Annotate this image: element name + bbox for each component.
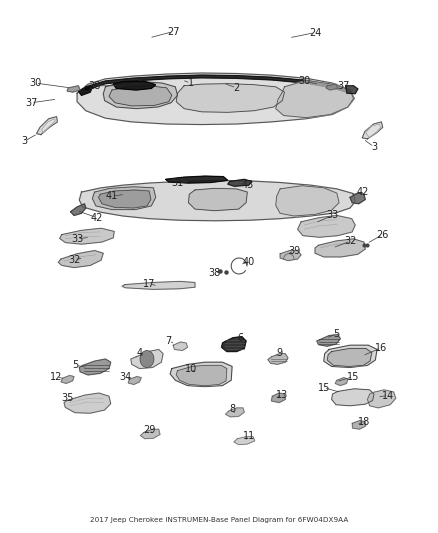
Polygon shape [79,180,355,221]
Polygon shape [280,251,301,261]
Text: 28: 28 [88,81,101,91]
Polygon shape [92,187,155,209]
Polygon shape [176,366,227,385]
Text: 29: 29 [143,425,155,435]
Polygon shape [78,87,92,95]
Text: 12: 12 [50,372,63,382]
Text: 43: 43 [241,180,254,190]
Polygon shape [128,376,141,384]
Text: 40: 40 [243,257,255,267]
Polygon shape [268,354,288,365]
Text: 6: 6 [237,333,243,343]
Text: 9: 9 [276,348,283,358]
Polygon shape [315,239,365,257]
Text: 30: 30 [298,77,310,86]
Polygon shape [131,350,163,368]
Polygon shape [67,86,80,92]
Polygon shape [324,345,377,368]
Polygon shape [77,73,354,125]
Text: 2017 Jeep Cherokee INSTRUMEN-Base Panel Diagram for 6FW04DX9AA: 2017 Jeep Cherokee INSTRUMEN-Base Panel … [90,516,348,523]
Polygon shape [173,342,187,351]
Polygon shape [64,393,111,413]
Text: 7: 7 [166,336,172,346]
Text: 34: 34 [119,372,131,382]
Polygon shape [226,408,244,417]
Text: 2: 2 [233,83,240,93]
Polygon shape [109,86,172,106]
Text: 27: 27 [167,27,180,37]
Polygon shape [332,389,374,406]
Text: 1: 1 [187,78,194,88]
Polygon shape [79,359,111,375]
Text: 13: 13 [276,390,289,400]
Text: 15: 15 [347,372,360,382]
Polygon shape [170,362,232,386]
Polygon shape [141,429,160,439]
Polygon shape [276,80,353,118]
Polygon shape [99,190,151,208]
Text: 16: 16 [375,343,388,353]
Polygon shape [346,86,358,94]
Text: 18: 18 [358,417,370,427]
Text: 41: 41 [106,191,118,201]
Polygon shape [103,82,177,109]
Polygon shape [367,390,396,408]
Polygon shape [61,375,74,383]
Text: 33: 33 [326,211,339,221]
Text: 30: 30 [29,78,42,88]
Text: 14: 14 [382,391,395,401]
Text: 24: 24 [309,28,321,38]
Polygon shape [326,84,338,90]
Polygon shape [317,335,340,346]
Text: 31: 31 [171,177,184,188]
Polygon shape [276,185,339,216]
Polygon shape [86,75,350,93]
Text: 17: 17 [143,279,155,288]
Polygon shape [228,179,252,186]
Text: 37: 37 [337,81,350,91]
Text: 37: 37 [25,98,37,108]
Polygon shape [352,421,366,429]
Polygon shape [366,124,381,138]
Polygon shape [335,377,348,385]
Text: 3: 3 [21,136,28,146]
Text: 33: 33 [71,234,83,244]
Text: 10: 10 [184,364,197,374]
Text: 11: 11 [243,431,255,441]
Text: 8: 8 [229,404,235,414]
Text: 26: 26 [377,230,389,240]
Polygon shape [60,228,114,244]
Text: 4: 4 [137,348,143,358]
Text: 15: 15 [318,383,330,393]
Text: 35: 35 [61,393,73,403]
Polygon shape [272,393,286,402]
Text: 39: 39 [288,246,300,255]
Polygon shape [71,204,86,215]
Text: 38: 38 [208,268,221,278]
Polygon shape [122,281,195,289]
Text: 32: 32 [68,255,80,264]
Text: 32: 32 [345,236,357,246]
Polygon shape [350,193,365,204]
Polygon shape [42,119,55,133]
Polygon shape [113,82,155,90]
Polygon shape [166,176,228,183]
Polygon shape [222,337,246,352]
Polygon shape [36,117,57,135]
Polygon shape [297,215,355,237]
Polygon shape [234,437,255,445]
Polygon shape [58,251,103,268]
Text: 5: 5 [333,329,339,339]
Polygon shape [327,349,372,367]
Circle shape [140,351,154,368]
Polygon shape [176,84,285,112]
Text: 5: 5 [73,360,79,370]
Text: 42: 42 [357,187,369,197]
Polygon shape [362,122,383,139]
Polygon shape [188,188,247,211]
Text: 42: 42 [91,213,103,223]
Text: 3: 3 [371,142,377,152]
